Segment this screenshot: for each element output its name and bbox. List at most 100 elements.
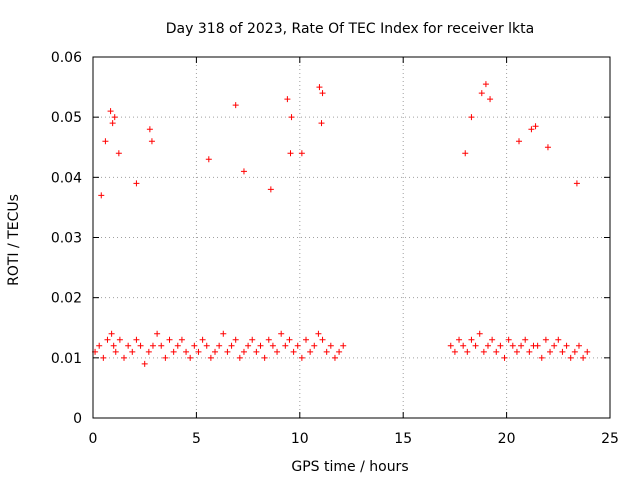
data-point xyxy=(555,336,562,343)
data-point xyxy=(145,348,152,355)
data-point xyxy=(532,123,539,130)
y-tick-label: 0.02 xyxy=(51,291,82,307)
data-point xyxy=(567,354,574,361)
data-point xyxy=(166,336,173,343)
data-point xyxy=(303,336,310,343)
data-point xyxy=(232,336,239,343)
chart-title: Day 318 of 2023, Rate Of TEC Index for r… xyxy=(166,21,534,37)
data-point xyxy=(287,150,294,157)
data-point xyxy=(311,342,318,349)
data-point xyxy=(497,342,504,349)
data-point xyxy=(257,342,264,349)
data-point xyxy=(265,336,272,343)
data-point xyxy=(110,342,117,349)
data-point xyxy=(269,342,276,349)
data-point xyxy=(212,348,219,355)
plot-frame xyxy=(92,56,611,419)
y-axis-label: ROTI / TECUs xyxy=(6,194,22,286)
data-point xyxy=(462,150,469,157)
data-point xyxy=(472,342,479,349)
data-point xyxy=(580,354,587,361)
data-point xyxy=(509,342,516,349)
data-point xyxy=(232,102,239,109)
data-point xyxy=(104,336,111,343)
data-point xyxy=(327,342,334,349)
data-point xyxy=(484,342,491,349)
data-point xyxy=(158,342,165,349)
data-point xyxy=(316,84,323,91)
data-point xyxy=(100,354,107,361)
data-point xyxy=(464,348,471,355)
data-point xyxy=(336,348,343,355)
data-point xyxy=(96,342,103,349)
data-point xyxy=(538,354,545,361)
data-point xyxy=(526,348,533,355)
data-point xyxy=(228,342,235,349)
data-point xyxy=(108,330,115,337)
data-points xyxy=(92,81,591,367)
data-point xyxy=(559,348,566,355)
data-point xyxy=(174,342,181,349)
data-point xyxy=(137,342,144,349)
data-point xyxy=(125,342,132,349)
data-point xyxy=(340,342,347,349)
data-point xyxy=(129,348,136,355)
x-tick-label: 25 xyxy=(601,431,619,447)
y-tick-label: 0.01 xyxy=(51,351,82,367)
data-point xyxy=(109,120,116,127)
data-point xyxy=(331,354,338,361)
data-point xyxy=(513,348,520,355)
data-point xyxy=(154,330,161,337)
x-axis-label: GPS time / hours xyxy=(291,459,408,475)
data-point xyxy=(451,348,458,355)
data-point xyxy=(489,336,496,343)
data-point xyxy=(547,348,554,355)
y-tick-label: 0.04 xyxy=(51,170,82,186)
data-point xyxy=(191,342,198,349)
data-point xyxy=(563,342,570,349)
data-point xyxy=(493,348,500,355)
data-point xyxy=(571,348,578,355)
data-point xyxy=(267,186,274,193)
data-point xyxy=(133,336,140,343)
data-point xyxy=(170,348,177,355)
data-point xyxy=(551,342,558,349)
data-point xyxy=(487,96,494,103)
data-point xyxy=(282,342,289,349)
data-point xyxy=(133,180,140,187)
data-point xyxy=(573,180,580,187)
data-point xyxy=(278,330,285,337)
data-point xyxy=(284,96,291,103)
data-point xyxy=(456,336,463,343)
data-point xyxy=(220,330,227,337)
x-tick-label: 10 xyxy=(291,431,309,447)
data-point xyxy=(478,90,485,97)
data-point xyxy=(240,168,247,175)
data-point xyxy=(480,348,487,355)
data-point xyxy=(290,348,297,355)
y-tick-label: 0.05 xyxy=(51,110,82,126)
x-tick-label: 20 xyxy=(498,431,516,447)
data-point xyxy=(261,354,268,361)
data-point xyxy=(240,348,247,355)
data-point xyxy=(98,192,105,199)
data-point xyxy=(294,342,301,349)
data-point xyxy=(162,354,169,361)
data-point xyxy=(115,150,122,157)
data-point xyxy=(460,342,467,349)
data-point xyxy=(146,126,153,133)
data-point xyxy=(141,360,148,367)
data-point xyxy=(482,81,489,88)
data-point xyxy=(107,108,114,115)
data-point xyxy=(178,336,185,343)
data-point xyxy=(116,336,123,343)
data-point xyxy=(468,336,475,343)
data-point xyxy=(187,354,194,361)
data-point xyxy=(468,114,475,121)
data-point xyxy=(249,336,256,343)
data-point xyxy=(584,348,591,355)
data-point xyxy=(112,348,119,355)
data-point xyxy=(148,138,155,145)
data-point xyxy=(447,342,454,349)
